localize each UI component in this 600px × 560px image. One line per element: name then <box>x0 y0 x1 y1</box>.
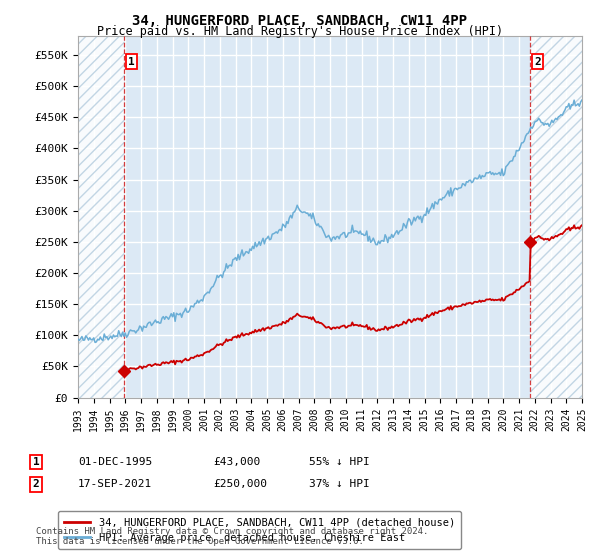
Text: 17-SEP-2021: 17-SEP-2021 <box>78 479 152 489</box>
Text: Contains HM Land Registry data © Crown copyright and database right 2024.
This d: Contains HM Land Registry data © Crown c… <box>36 526 428 546</box>
Bar <box>530 36 582 398</box>
Legend: 34, HUNGERFORD PLACE, SANDBACH, CW11 4PP (detached house), HPI: Average price, d: 34, HUNGERFORD PLACE, SANDBACH, CW11 4PP… <box>58 511 461 549</box>
Text: 1: 1 <box>32 457 40 467</box>
Text: £43,000: £43,000 <box>213 457 260 467</box>
Bar <box>78 36 124 398</box>
Text: £250,000: £250,000 <box>213 479 267 489</box>
Text: 1: 1 <box>128 57 134 67</box>
Text: 01-DEC-1995: 01-DEC-1995 <box>78 457 152 467</box>
Text: 2: 2 <box>534 57 541 67</box>
Text: 34, HUNGERFORD PLACE, SANDBACH, CW11 4PP: 34, HUNGERFORD PLACE, SANDBACH, CW11 4PP <box>133 14 467 28</box>
Text: 2: 2 <box>32 479 40 489</box>
Text: 55% ↓ HPI: 55% ↓ HPI <box>309 457 370 467</box>
Text: Price paid vs. HM Land Registry's House Price Index (HPI): Price paid vs. HM Land Registry's House … <box>97 25 503 38</box>
Text: 37% ↓ HPI: 37% ↓ HPI <box>309 479 370 489</box>
